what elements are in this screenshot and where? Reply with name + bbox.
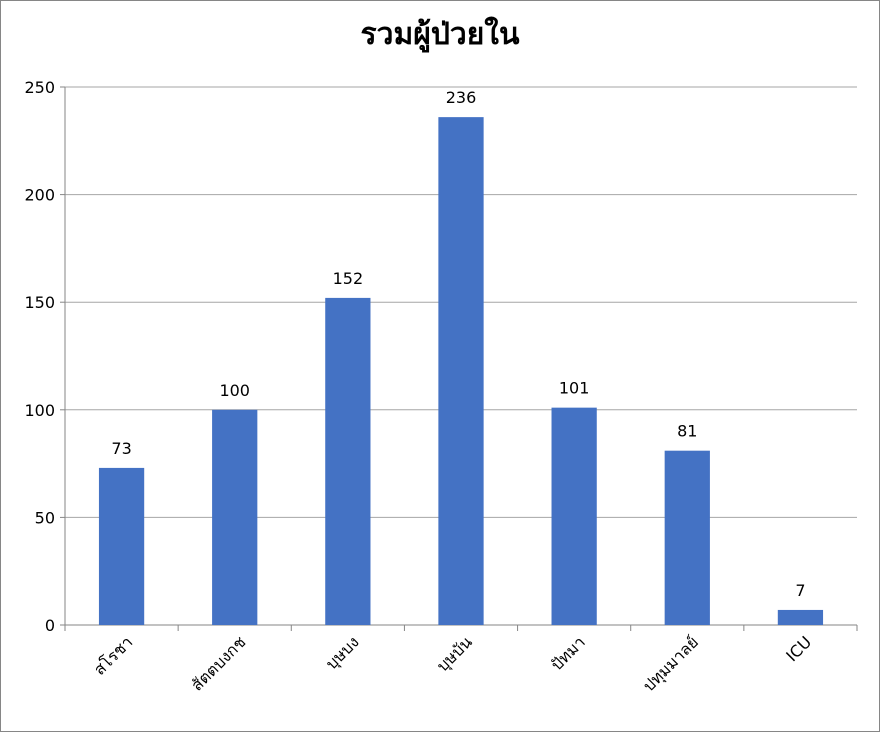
- y-tick-label: 50: [35, 508, 55, 527]
- data-label: 100: [219, 381, 250, 400]
- bar: [98, 467, 145, 625]
- y-tick-label: 200: [24, 186, 55, 205]
- bar: [551, 407, 597, 625]
- bar: [438, 117, 484, 626]
- data-label: 81: [677, 422, 697, 441]
- data-label: 7: [795, 581, 805, 600]
- y-tick-label: 100: [24, 401, 55, 420]
- bar: [325, 297, 371, 625]
- y-tick-label: 150: [24, 293, 55, 312]
- chart-title: รวมผู้ป่วยใน: [361, 16, 520, 53]
- bar: [664, 450, 710, 625]
- data-label: 152: [333, 269, 364, 288]
- bar: [777, 609, 824, 625]
- data-label: 101: [559, 379, 590, 398]
- data-label: 236: [446, 88, 477, 107]
- y-tick-label: 0: [45, 616, 55, 635]
- data-label: 73: [111, 439, 131, 458]
- bar: [212, 409, 258, 625]
- y-tick-label: 250: [24, 78, 55, 97]
